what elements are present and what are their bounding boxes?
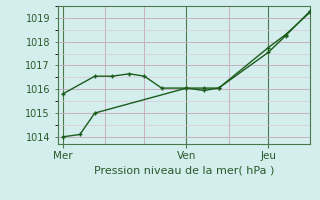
X-axis label: Pression niveau de la mer( hPa ): Pression niveau de la mer( hPa )	[94, 165, 274, 175]
